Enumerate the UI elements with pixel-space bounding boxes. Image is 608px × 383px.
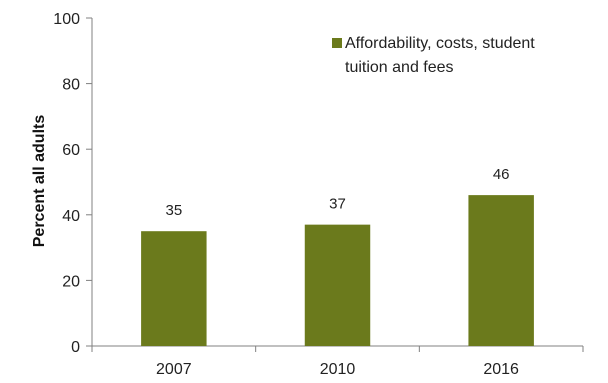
y-tick-label: 80 bbox=[62, 77, 80, 94]
legend-label: tuition and fees bbox=[345, 59, 454, 76]
x-tick-label: 2016 bbox=[483, 361, 519, 378]
bar bbox=[141, 231, 207, 346]
x-tick-label: 2007 bbox=[156, 361, 192, 378]
legend-swatch bbox=[332, 38, 342, 48]
bar bbox=[304, 224, 371, 346]
y-tick-label: 0 bbox=[71, 339, 80, 356]
data-label: 35 bbox=[165, 202, 182, 219]
y-tick-label: 40 bbox=[62, 208, 80, 225]
data-label: 37 bbox=[329, 196, 346, 213]
y-tick-label: 20 bbox=[62, 273, 80, 290]
bar bbox=[468, 195, 534, 346]
y-tick-label: 100 bbox=[53, 11, 80, 28]
y-axis-title: Percent all adults bbox=[31, 115, 48, 248]
data-labels: 35 37 46 bbox=[165, 166, 509, 219]
data-label: 46 bbox=[493, 166, 510, 183]
y-tick-label: 60 bbox=[62, 142, 80, 159]
axes: 0 20 40 60 80 100 2007 2010 2016 bbox=[53, 11, 584, 378]
bars bbox=[141, 195, 534, 346]
legend: Affordability, costs, student tuition and… bbox=[332, 35, 535, 76]
legend-label: Affordability, costs, student bbox=[345, 35, 535, 52]
x-tick-label: 2010 bbox=[320, 361, 356, 378]
